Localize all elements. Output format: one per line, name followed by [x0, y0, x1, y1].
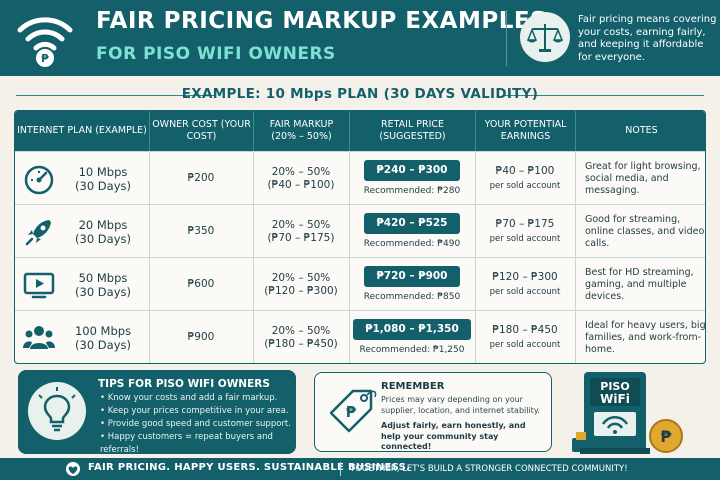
balance-scale-icon: [520, 12, 570, 62]
machine-label-bottom: WiFi: [600, 392, 630, 406]
owner-cost: ₱900: [187, 331, 215, 343]
price-badge: ₱720 – ₱900: [364, 265, 460, 287]
earnings-cell: ₱70 – ₱175 per sold account: [489, 217, 561, 244]
wifi-peso-icon: ₱: [17, 17, 73, 67]
price-tag-icon: ₱: [329, 389, 377, 433]
table-row: 10 Mbps (30 Days) ₱200 20% – 50% (₱40 – ₱1…: [15, 151, 705, 204]
plan-name: 50 Mbps (30 Days): [75, 270, 131, 299]
retail-price-cell: ₱720 – ₱900 Recommended: ₱850: [349, 258, 475, 311]
plan-name: 10 Mbps (30 Days): [75, 164, 131, 193]
earnings-cell: ₱180 – ₱450 per sold account: [489, 323, 561, 350]
svg-text:₱: ₱: [346, 403, 357, 421]
price-badge: ₱1,080 – ₱1,350: [353, 318, 471, 340]
example-title: EXAMPLE: 10 Mbps PLAN (30 DAYS VALIDITY): [181, 86, 539, 102]
svg-text:₱: ₱: [660, 427, 672, 446]
column-header: INTERNET PLAN (EXAMPLE): [17, 125, 147, 136]
tv-play-icon: [23, 272, 55, 299]
tips-title: TIPS FOR PISO WIFI OWNERS: [98, 378, 270, 390]
owner-cost: ₱600: [187, 278, 215, 290]
divider-line: [504, 95, 704, 96]
column-header: YOUR POTENTIAL EARNINGS: [475, 111, 575, 151]
tip-item: Know your costs and add a fair markup.: [100, 392, 296, 405]
notes-cell: Ideal for heavy users, big families, and…: [585, 319, 706, 355]
tip-item: Keep your prices competitive in your are…: [100, 405, 296, 418]
retail-price-cell: ₱420 – ₱525 Recommended: ₱490: [349, 205, 475, 258]
footer-slogan: FAIR PRICING. HAPPY USERS. SUSTAINABLE B…: [88, 462, 411, 473]
table-row: 100 Mbps (30 Days) ₱900 20% – 50% (₱180 – …: [15, 310, 705, 363]
footer-bar: FAIR PRICING. HAPPY USERS. SUSTAINABLE B…: [0, 458, 720, 480]
page-title: FAIR PRICING MARKUP EXAMPLES: [96, 8, 548, 34]
tip-item: Provide good speed and customer support.: [100, 418, 296, 431]
lightbulb-icon: [28, 382, 86, 440]
page-subtitle: FOR PISO WIFI OWNERS: [96, 44, 336, 64]
tips-list: Know your costs and add a fair markup. K…: [100, 392, 296, 457]
piso-wifi-machine-icon: PISO WiFi ₱: [572, 372, 683, 454]
table-row: 20 Mbps (30 Days) ₱350 20% – 50% (₱70 – ₱1…: [15, 204, 705, 257]
retail-price-cell: ₱1,080 – ₱1,350 Recommended: ₱1,250: [349, 311, 475, 363]
price-badge: ₱240 – ₱300: [364, 159, 460, 181]
column-header: FAIR MARKUP (20% – 50%): [253, 111, 349, 151]
remember-text: Prices may vary depending on your suppli…: [381, 395, 540, 415]
header-divider: [506, 10, 507, 66]
remember-panel: ₱ REMEMBER Prices may vary depending on …: [314, 372, 552, 452]
users-group-icon: [23, 326, 55, 349]
footer-divider: [340, 462, 341, 476]
speedometer-icon: [24, 165, 54, 195]
plan-name: 100 Mbps (30 Days): [74, 323, 132, 352]
markup-cell: 20% – 50% (₱180 – ₱450): [264, 324, 338, 350]
notes-cell: Best for HD streaming, gaming, and multi…: [585, 266, 694, 302]
tips-panel: TIPS FOR PISO WIFI OWNERS Know your cost…: [18, 370, 296, 457]
pricing-table: INTERNET PLAN (EXAMPLE) OWNER COST (YOUR…: [14, 110, 706, 364]
markup-cell: 20% – 50% (₱40 – ₱100): [267, 165, 335, 191]
heart-icon: [66, 462, 80, 476]
machine-label-top: PISO: [600, 380, 629, 393]
remember-highlight: Adjust fairly, earn honestly, and help y…: [381, 421, 526, 451]
footer-tagline: TOGETHER, LET'S BUILD A STRONGER CONNECT…: [350, 464, 628, 474]
tip-item: Happy customers = repeat buyers and refe…: [100, 431, 296, 457]
divider-line: [16, 95, 216, 96]
markup-cell: 20% – 50% (₱70 – ₱175): [267, 218, 335, 244]
column-header: RETAIL PRICE (SUGGESTED): [349, 111, 475, 151]
svg-text:₱: ₱: [41, 52, 49, 65]
table-row: 50 Mbps (30 Days) ₱600 20% – 50% (₱120 – ₱…: [15, 257, 705, 310]
plan-name: 20 Mbps (30 Days): [75, 217, 131, 246]
column-header: NOTES: [575, 111, 705, 151]
table-header: INTERNET PLAN (EXAMPLE) OWNER COST (YOUR…: [15, 111, 705, 151]
notes-cell: Great for light browsing, social media, …: [585, 160, 701, 196]
price-badge: ₱420 – ₱525: [364, 212, 460, 234]
column-header: OWNER COST (YOUR COST): [149, 111, 253, 151]
owner-cost: ₱350: [187, 225, 215, 237]
notes-cell: Good for streaming, online classes, and …: [585, 213, 705, 249]
earnings-cell: ₱120 – ₱300 per sold account: [489, 270, 561, 297]
remember-title: REMEMBER: [381, 381, 445, 392]
earnings-cell: ₱40 – ₱100 per sold account: [489, 164, 561, 191]
retail-price-cell: ₱240 – ₱300 Recommended: ₱280: [349, 152, 475, 205]
header-banner: ₱ FAIR PRICING MARKUP EXAMPLES FOR PISO …: [0, 0, 720, 76]
markup-cell: 20% – 50% (₱120 – ₱300): [264, 271, 338, 297]
rocket-icon: [25, 220, 51, 246]
owner-cost: ₱200: [187, 172, 215, 184]
header-note: Fair pricing means covering your costs, …: [578, 14, 717, 63]
